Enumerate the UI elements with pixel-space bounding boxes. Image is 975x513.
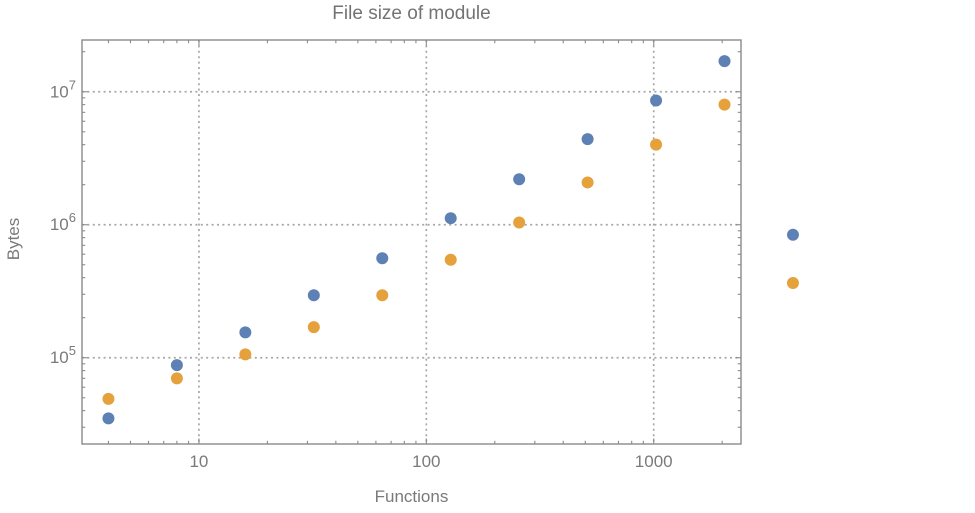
- data-point-blue: [307, 289, 320, 302]
- y-axis-label: Bytes: [4, 217, 23, 261]
- data-point-blue: [376, 252, 389, 265]
- y-tick-label-10e7: 107: [50, 77, 76, 101]
- data-point-orange: [376, 289, 389, 302]
- data-point-orange: [786, 276, 799, 289]
- data-point-orange: [170, 372, 183, 385]
- series-blue: [102, 55, 799, 425]
- data-point-blue: [239, 326, 252, 339]
- data-point-orange: [102, 392, 115, 405]
- data-point-blue: [170, 359, 183, 372]
- data-point-orange: [650, 138, 663, 151]
- data-point-blue: [102, 412, 115, 425]
- data-point-orange: [307, 321, 320, 334]
- data-point-blue: [513, 173, 526, 186]
- data-point-orange: [444, 253, 457, 266]
- data-point-blue: [650, 94, 663, 107]
- x-tick-label-10: 10: [189, 452, 208, 471]
- x-tick-label-1000: 1000: [635, 452, 673, 471]
- data-point-orange: [718, 98, 731, 111]
- series-orange: [102, 98, 799, 405]
- data-point-blue: [786, 228, 799, 241]
- axis-ticks: [82, 40, 741, 444]
- plot-frame: [81, 39, 742, 445]
- chart-title: File size of module: [332, 3, 491, 24]
- x-axis-label: Functions: [374, 487, 449, 506]
- data-point-orange: [581, 176, 594, 189]
- y-tick-label-10e5: 105: [50, 343, 76, 367]
- data-point-blue: [444, 212, 457, 225]
- data-point-orange: [513, 216, 526, 229]
- data-point-orange: [239, 348, 252, 361]
- y-tick-label-10e6: 106: [50, 210, 76, 234]
- data-point-blue: [581, 133, 594, 146]
- data-point-blue: [718, 55, 731, 68]
- x-tick-label-100: 100: [412, 452, 440, 471]
